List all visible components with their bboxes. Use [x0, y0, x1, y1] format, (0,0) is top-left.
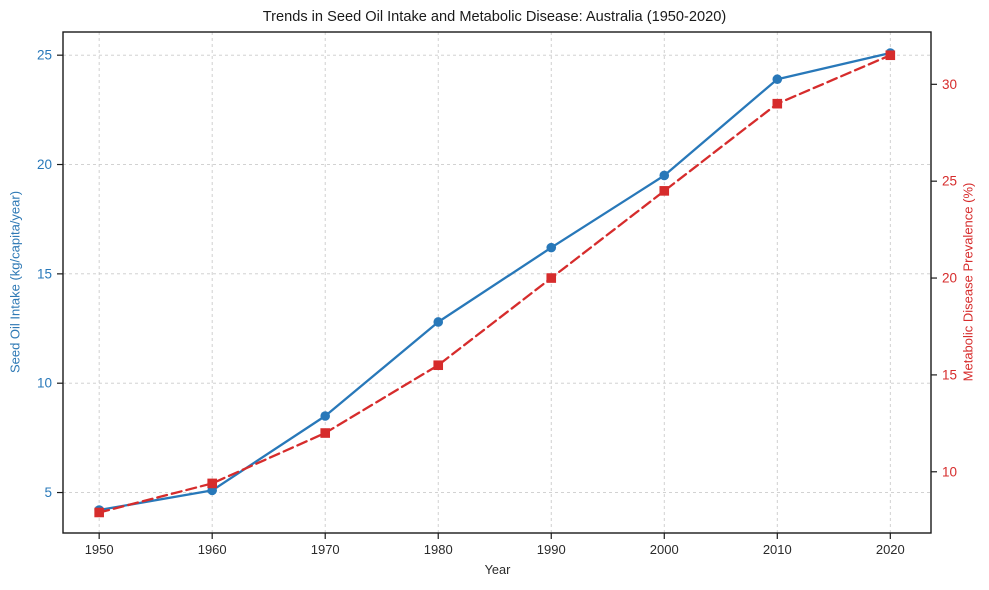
plot-border — [62, 31, 932, 534]
prevalence-marker — [772, 98, 783, 109]
x-tick-label: 2010 — [763, 542, 792, 557]
x-tick-label: 1980 — [424, 542, 453, 557]
x-tick-label: 2020 — [876, 542, 905, 557]
x-tick-label: 1960 — [198, 542, 227, 557]
prevalence-line — [98, 54, 892, 514]
y-right-tick-label: 25 — [942, 174, 957, 189]
y-left-tick-label: 20 — [37, 157, 52, 172]
seed-oil-marker — [320, 411, 331, 421]
y-left-tick-label: 25 — [37, 48, 52, 63]
x-tick-label: 1990 — [537, 542, 566, 557]
prevalence-marker — [320, 428, 331, 438]
seed-oil-marker — [659, 170, 670, 181]
prevalence-marker — [433, 360, 444, 371]
prevalence-marker — [207, 478, 217, 489]
x-tick-label: 1950 — [85, 542, 114, 557]
x-tick-label: 2000 — [650, 542, 679, 557]
chart-title: Trends in Seed Oil Intake and Metabolic … — [262, 9, 727, 25]
seed-oil-marker — [433, 317, 444, 327]
prevalence-marker — [659, 186, 670, 196]
prevalence-marker — [546, 273, 557, 283]
y-left-tick-label: 10 — [37, 376, 52, 391]
y-left-tick-label: 5 — [44, 485, 52, 500]
y-right-tick-label: 30 — [942, 77, 957, 92]
seed-oil-marker — [772, 74, 783, 85]
x-tick-label: 1970 — [311, 542, 340, 557]
prevalence-marker — [94, 507, 104, 518]
x-axis-label: Year — [484, 562, 511, 577]
y-right-tick-label: 20 — [942, 271, 957, 286]
seed-oil-marker — [546, 242, 557, 253]
prevalence-marker — [885, 50, 896, 61]
y-right-tick-label: 10 — [942, 464, 957, 479]
y-left-tick-label: 15 — [37, 266, 52, 281]
seed-oil-line — [98, 51, 892, 512]
y-right-tick-label: 15 — [942, 367, 957, 382]
